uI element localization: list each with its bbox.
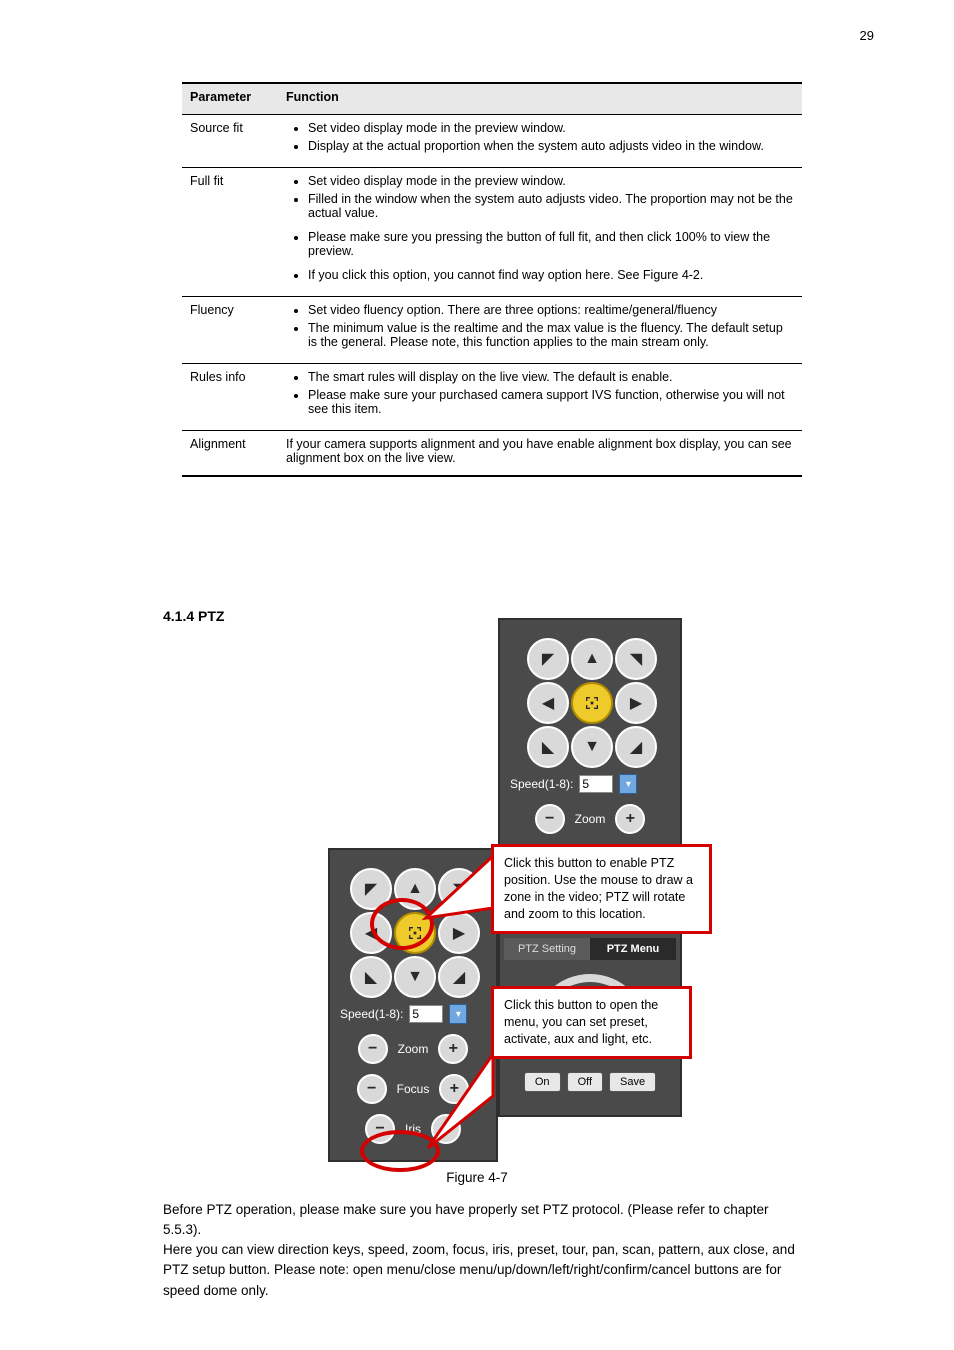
param-item: Set video display mode in the preview wi… <box>308 174 794 188</box>
col-header-function: Function <box>278 83 802 115</box>
param-item: The smart rules will display on the live… <box>308 370 794 384</box>
body-text: Before PTZ operation, please make sure y… <box>163 1200 803 1241</box>
param-item: If your camera supports alignment and yo… <box>278 431 802 477</box>
zoom-in-button[interactable]: + <box>438 1034 468 1064</box>
param-item: Please make sure your purchased camera s… <box>308 388 794 416</box>
ptz-position-button[interactable] <box>571 682 613 724</box>
ptz-panel-collapsed: ◤ ▲ ◥ ◀ ▶ ◣ ▼ ◢ Speed(1-8): ▾ − Zoom + <box>328 848 498 1162</box>
table-row: Rules info The smart rules will display … <box>182 364 802 431</box>
dir-se-button[interactable]: ◢ <box>438 956 480 998</box>
dir-right-button[interactable]: ▶ <box>615 682 657 724</box>
dir-ne-button[interactable]: ◥ <box>615 638 657 680</box>
dir-up-button[interactable]: ▲ <box>571 638 613 680</box>
col-header-parameter: Parameter <box>182 83 278 115</box>
figure-caption: Figure 4-7 <box>0 1170 954 1185</box>
highlight-ellipse-b <box>360 1130 440 1172</box>
param-item: Filled in the window when the system aut… <box>308 192 794 220</box>
speed-dropdown[interactable]: ▾ <box>449 1004 467 1024</box>
param-name: Full fit <box>182 168 278 297</box>
off-button[interactable]: Off <box>567 1072 603 1092</box>
param-name: Alignment <box>182 431 278 477</box>
tab-ptz-menu[interactable]: PTZ Menu <box>590 938 676 960</box>
zoom-out-button[interactable]: − <box>535 804 565 834</box>
on-button[interactable]: On <box>524 1072 561 1092</box>
param-item: Please make sure you pressing the button… <box>308 230 794 258</box>
param-item: Set video display mode in the preview wi… <box>308 121 794 135</box>
zoom-label: Zoom <box>575 812 606 826</box>
dir-se-button[interactable]: ◢ <box>615 726 657 768</box>
tab-ptz-setting[interactable]: PTZ Setting <box>504 938 590 960</box>
param-item: Display at the actual proportion when th… <box>308 139 794 153</box>
param-item: The minimum value is the realtime and th… <box>308 321 794 349</box>
speed-dropdown[interactable]: ▾ <box>619 774 637 794</box>
table-row: Alignment If your camera supports alignm… <box>182 431 802 477</box>
dir-sw-button[interactable]: ◣ <box>350 956 392 998</box>
param-name: Rules info <box>182 364 278 431</box>
page-number: 29 <box>860 28 874 43</box>
zoom-label: Zoom <box>398 1042 429 1056</box>
highlight-ellipse-a <box>370 898 434 950</box>
table-row: Full fit Set video display mode in the p… <box>182 168 802 297</box>
speed-label: Speed(1-8): <box>340 1007 403 1021</box>
focus-in-button[interactable]: + <box>439 1074 469 1104</box>
speed-input[interactable] <box>579 775 613 793</box>
callout-b: Click this button to open the menu, you … <box>491 986 692 1059</box>
dir-ne-button[interactable]: ◥ <box>438 868 480 910</box>
speed-label: Speed(1-8): <box>510 777 573 791</box>
dir-sw-button[interactable]: ◣ <box>527 726 569 768</box>
focus-out-button[interactable]: − <box>357 1074 387 1104</box>
param-name: Fluency <box>182 297 278 364</box>
save-button[interactable]: Save <box>609 1072 656 1092</box>
dir-right-button[interactable]: ▶ <box>438 912 480 954</box>
table-row: Fluency Set video fluency option. There … <box>182 297 802 364</box>
direction-pad: ◤ ▲ ◥ ◀ ▶ ◣ ▼ ◢ <box>527 638 653 764</box>
body-text: Here you can view direction keys, speed,… <box>163 1240 803 1301</box>
dir-down-button[interactable]: ▼ <box>571 726 613 768</box>
params-table: Parameter Function Source fit Set video … <box>182 82 802 477</box>
dir-nw-button[interactable]: ◤ <box>527 638 569 680</box>
ptz-illustration: ◤ ▲ ◥ ◀ ▶ ◣ ▼ ◢ Speed(1-8): ▾ − Zoom + <box>328 618 708 1178</box>
focus-label: Focus <box>397 1082 430 1096</box>
speed-input[interactable] <box>409 1005 443 1023</box>
callout-a: Click this button to enable PTZ position… <box>491 844 712 934</box>
dir-down-button[interactable]: ▼ <box>394 956 436 998</box>
zoom-in-button[interactable]: + <box>615 804 645 834</box>
param-item: Set video fluency option. There are thre… <box>308 303 794 317</box>
param-name: Source fit <box>182 115 278 168</box>
table-row: Source fit Set video display mode in the… <box>182 115 802 168</box>
zoom-out-button[interactable]: − <box>358 1034 388 1064</box>
ptz-tabbar: PTZ Setting PTZ Menu <box>504 938 676 960</box>
iris-open-button[interactable]: + <box>431 1114 461 1144</box>
param-item: If you click this option, you cannot fin… <box>308 268 794 282</box>
dir-left-button[interactable]: ◀ <box>527 682 569 724</box>
